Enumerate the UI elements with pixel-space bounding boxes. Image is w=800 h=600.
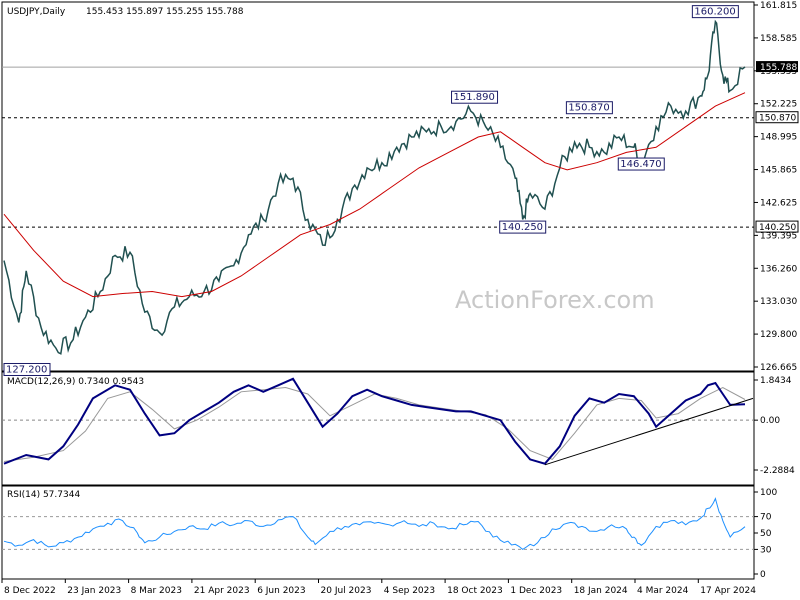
price-tick-label: 161.815 xyxy=(760,1,797,11)
level-label: 150.870 xyxy=(759,114,796,124)
level-box xyxy=(755,220,799,233)
price-tick-label: 126.665 xyxy=(760,363,797,373)
ohlc-label: 155.453 155.897 155.255 155.788 xyxy=(86,7,244,17)
macd-signal-line xyxy=(3,386,746,462)
date-tick-label: 17 Apr 2024 xyxy=(700,586,756,596)
annotation-label: 146.470 xyxy=(620,159,661,170)
watermark: ActionForex.com xyxy=(455,286,655,314)
price-tick-label: 145.865 xyxy=(760,166,797,176)
price-tick-label: 139.395 xyxy=(760,231,797,241)
price-tick-label: 152.225 xyxy=(760,100,797,110)
annotation-label: 150.870 xyxy=(568,103,609,114)
moving-average-line xyxy=(3,92,746,298)
price-tick-label: 133.030 xyxy=(760,297,797,307)
price-panel-frame xyxy=(1,1,755,372)
date-tick-label: 21 Apr 2023 xyxy=(194,586,250,596)
level-box xyxy=(755,111,799,124)
rsi-panel-frame xyxy=(1,485,755,580)
macd-tick-label: -2.2884 xyxy=(760,466,795,476)
price-tick-label: 158.585 xyxy=(760,34,797,44)
horizontal-levels: 150.870 140.250 xyxy=(2,111,799,233)
date-axis: 8 Dec 2022 23 Jan 2023 8 Mar 2023 21 Apr 20… xyxy=(1,579,756,596)
annotation-box xyxy=(691,5,739,19)
rsi-tick-label: 30 xyxy=(760,545,772,555)
macd-label: MACD(12,26,9) 0.7340 0.9543 xyxy=(7,377,144,387)
annotation-label: 151.890 xyxy=(454,92,495,103)
macd-tick-label: 0.00 xyxy=(760,416,780,426)
price-tick-label: 142.625 xyxy=(760,198,797,208)
price-tick-label: 136.260 xyxy=(760,264,797,274)
date-tick-label: 18 Oct 2023 xyxy=(447,586,503,596)
macd-tick-label: 1.8434 xyxy=(760,376,792,386)
annotation-label: 140.250 xyxy=(502,222,543,233)
date-tick-label: 8 Dec 2022 xyxy=(4,586,56,596)
date-tick-label: 4 Mar 2024 xyxy=(637,586,689,596)
annotation-label: 160.200 xyxy=(694,7,735,18)
rsi-tick-label: 100 xyxy=(760,488,777,498)
macd-panel-frame xyxy=(1,371,755,486)
macd-axis: 1.8434 0.00 -2.2884 xyxy=(754,376,795,476)
symbol-label: USDJPY,Daily xyxy=(7,7,66,17)
rsi-tick-label: 50 xyxy=(760,529,772,539)
date-tick-label: 4 Sep 2023 xyxy=(384,586,435,596)
annotation-box xyxy=(617,157,665,171)
rsi-tick-label: 0 xyxy=(760,570,766,580)
date-tick-label: 8 Mar 2023 xyxy=(131,586,182,596)
price-tick-label: 148.995 xyxy=(760,133,797,143)
annotation-box xyxy=(499,220,547,234)
date-tick-label: 6 Jun 2023 xyxy=(257,586,305,596)
macd-line xyxy=(3,377,746,465)
rsi-axis: 100 70 50 30 0 xyxy=(754,488,777,580)
date-tick-label: 1 Dec 2023 xyxy=(510,586,562,596)
price-annotations: 127.200 151.890 140.250 150.870 146.470 160.2… xyxy=(3,5,739,376)
price-axis: 161.815158.585155.355152.225148.995145.8… xyxy=(754,1,797,373)
date-tick-label: 18 Jan 2024 xyxy=(574,586,628,596)
rsi-tick-label: 70 xyxy=(760,513,772,523)
current-price-box xyxy=(756,61,798,73)
rsi-guides xyxy=(2,516,754,550)
level-label: 140.250 xyxy=(759,223,796,233)
current-price-label: 155.788 xyxy=(760,63,797,73)
rsi-line xyxy=(3,497,746,551)
date-tick-label: 23 Jan 2023 xyxy=(67,586,121,596)
macd-trendline xyxy=(544,397,754,466)
date-tick-label: 20 Jul 2023 xyxy=(321,586,372,596)
annotation-box xyxy=(451,90,499,104)
annotation-box xyxy=(3,362,51,376)
price-tick-label: 129.800 xyxy=(760,330,797,340)
annotation-box xyxy=(565,101,613,115)
annotation-label: 127.200 xyxy=(6,364,47,375)
rsi-label: RSI(14) 57.7344 xyxy=(7,490,80,500)
